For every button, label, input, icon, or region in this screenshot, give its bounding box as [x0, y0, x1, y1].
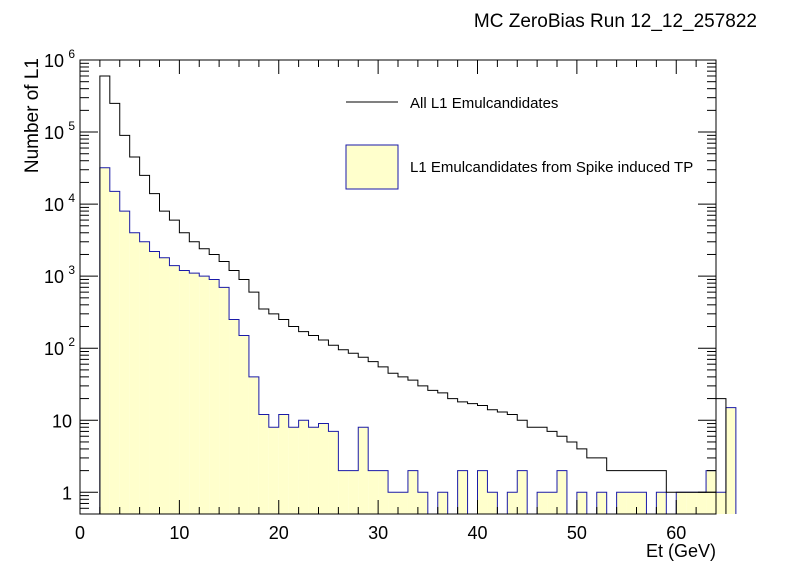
spike-bin-bar — [129, 232, 140, 514]
y-tick-label: 10 — [52, 411, 72, 431]
spike-bin-bar — [149, 251, 160, 514]
spike-bin-bar — [209, 279, 220, 514]
spike-bin-bar — [308, 427, 319, 514]
spike-bin-bar — [626, 492, 637, 514]
spike-bin-bar — [676, 492, 687, 514]
spike-bin-bar — [696, 492, 707, 514]
spike-bin-bar — [219, 287, 230, 514]
y-tick-label: 10 — [44, 267, 64, 287]
spike-bin-bar — [487, 492, 498, 514]
spike-bin-bar — [517, 470, 528, 514]
x-tick-label: 0 — [75, 523, 85, 543]
spike-bin-bar — [477, 470, 488, 514]
spike-bin-bar — [398, 492, 408, 514]
spike-bin-bar — [348, 470, 359, 514]
spike-bin-bar — [199, 276, 210, 514]
y-tick-label: 10 — [44, 339, 64, 359]
all-histogram-line — [99, 75, 727, 514]
legend-label-spike: L1 Emulcandidates from Spike induced TP — [410, 159, 693, 176]
spike-bin-bar — [338, 470, 349, 514]
spike-bin-bar — [358, 427, 369, 514]
spike-bin-bar — [636, 492, 647, 514]
spike-bin-bar — [716, 492, 726, 514]
spike-bin-bar — [109, 191, 120, 514]
y-tick-exponent: 6 — [68, 47, 75, 61]
spike-bin-bar — [239, 335, 249, 514]
x-tick-label: 20 — [269, 523, 289, 543]
spike-bin-bar — [507, 492, 518, 514]
y-tick-label: 10 — [44, 123, 64, 143]
spike-bin-bar — [725, 407, 736, 514]
x-axis-label: Et (GeV) — [646, 541, 716, 561]
legend-label-all: All L1 Emulcandidates — [410, 95, 558, 112]
spike-bin-bar — [99, 167, 110, 515]
spike-bin-bar — [159, 257, 170, 514]
plot-area — [99, 75, 737, 515]
spike-bin-bar — [616, 492, 627, 514]
y-tick-label: 10 — [44, 195, 64, 215]
spike-bin-bar — [656, 492, 667, 514]
y-tick-exponent: 4 — [68, 191, 75, 205]
x-tick-label: 40 — [467, 523, 487, 543]
spike-bin-bar — [139, 241, 150, 514]
x-tick-label: 10 — [169, 523, 189, 543]
spike-bin-bar — [388, 492, 398, 514]
spike-bin-bar — [686, 492, 697, 514]
spike-bin-bar — [169, 265, 180, 514]
spike-bin-bar — [407, 470, 418, 514]
x-tick-label: 60 — [666, 523, 686, 543]
spike-bin-bar — [268, 427, 279, 514]
y-tick-label: 10 — [44, 51, 64, 71]
spike-bin-bar — [179, 270, 190, 514]
spike-bin-bar — [576, 492, 587, 514]
spike-bin-bar — [278, 414, 289, 514]
spike-bin-bar — [547, 492, 557, 514]
legend: All L1 Emulcandidates L1 Emulcandidates … — [345, 95, 693, 190]
spike-bin-bar — [537, 492, 548, 514]
spike-bin-bar — [229, 319, 239, 514]
spike-bin-bar — [437, 492, 448, 514]
y-tick-exponent: 2 — [68, 335, 75, 349]
spike-bin-bar — [368, 470, 379, 514]
y-axis-label: Number of L1 — [22, 58, 43, 173]
spike-bin-bar — [596, 492, 607, 514]
spike-bin-bar — [318, 423, 329, 514]
spike-bin-bar — [248, 376, 259, 514]
chart-title: MC ZeroBias Run 12_12_257822 — [474, 11, 757, 32]
spike-bin-bar — [378, 470, 389, 514]
legend-swatch-spike — [345, 144, 399, 190]
spike-bin-bar — [189, 273, 200, 514]
y-tick-label: 1 — [62, 483, 72, 503]
x-tick-label: 30 — [368, 523, 388, 543]
y-tick-exponent: 3 — [68, 263, 75, 277]
spike-bin-bar — [119, 211, 130, 515]
spike-histogram-outline — [99, 167, 737, 515]
spike-bin-bar — [288, 427, 299, 514]
spike-bin-bar — [298, 420, 309, 514]
axes: 0 10 20 30 40 50 60 1 10 10 2 10 3 10 4 10 5 10 6 — [44, 47, 717, 543]
spike-bin-bar — [457, 470, 468, 514]
spike-bin-bar — [258, 414, 269, 514]
y-tick-exponent: 5 — [68, 119, 75, 133]
spike-bin-bar — [328, 431, 339, 514]
spike-bin-bar — [557, 470, 567, 514]
x-tick-label: 50 — [567, 523, 587, 543]
spike-bin-bar — [417, 492, 428, 514]
